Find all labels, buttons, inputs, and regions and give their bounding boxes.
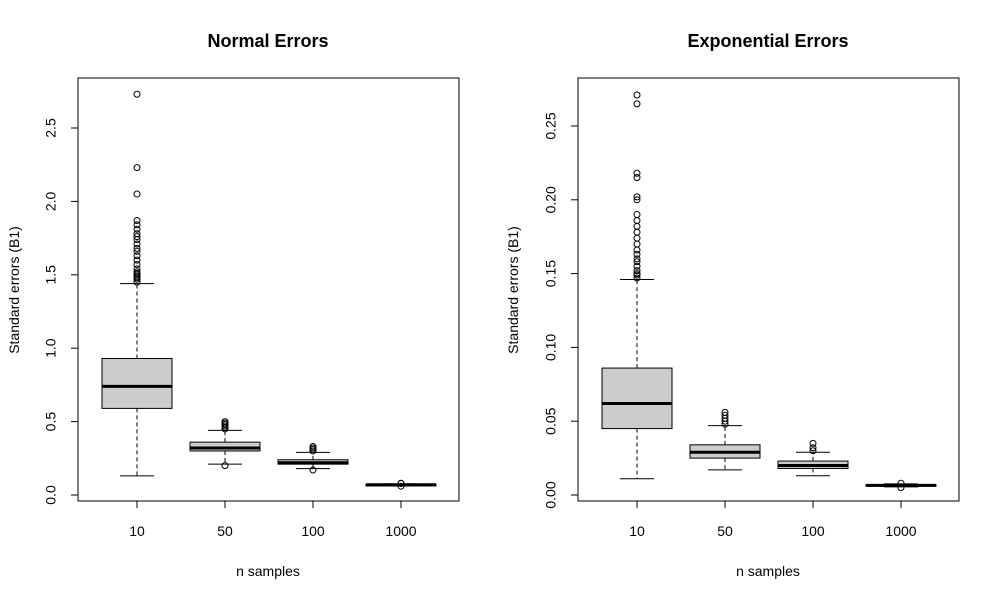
normal-errors-panel: Normal Errors n samples Standard errors …	[6, 31, 460, 579]
x-tick-label: 10	[129, 523, 145, 539]
outlier-point	[133, 244, 141, 252]
outlier-point	[221, 418, 229, 426]
outlier-point	[133, 216, 141, 224]
outlier-point	[897, 484, 905, 492]
x-tick-label: 50	[717, 523, 733, 539]
outlier-point	[133, 233, 141, 241]
outlier-point	[309, 466, 317, 474]
x-axis-label: n samples	[736, 563, 800, 579]
outlier-point	[633, 240, 641, 248]
outlier-point	[633, 100, 641, 108]
outlier-point	[633, 267, 641, 275]
outlier-point	[133, 261, 141, 269]
outlier-point	[133, 164, 141, 172]
outlier-point	[133, 247, 141, 255]
y-tick-label: 0.20	[543, 186, 559, 213]
plot-marks: 0.0 0.5 1.0 1.5 2.0 2.5 10 50 100 1000	[43, 90, 437, 539]
y-tick-label: 2.0	[43, 191, 59, 211]
outlier-point	[397, 479, 405, 487]
outlier-point	[633, 169, 641, 177]
y-axis-label: Standard errors (B1)	[505, 226, 521, 354]
box	[601, 367, 673, 430]
chart-title: Normal Errors	[207, 31, 328, 51]
x-tick-label: 100	[301, 523, 325, 539]
outlier-point	[809, 444, 817, 452]
outlier-point	[133, 240, 141, 248]
x-tick-label: 100	[801, 523, 825, 539]
plot-marks: 0.00 0.05 0.10 0.15 0.20 0.25 10 50 100 1000	[543, 91, 937, 539]
chart-title: Exponential Errors	[687, 31, 848, 51]
y-tick-label: 0.25	[543, 112, 559, 139]
outlier-point	[721, 411, 729, 419]
outlier-point	[221, 462, 229, 470]
outlier-point	[133, 252, 141, 260]
outlier-point	[633, 246, 641, 254]
x-tick-label: 1000	[885, 523, 916, 539]
outlier-point	[633, 270, 641, 278]
outlier-point	[133, 90, 141, 98]
outlier-point	[633, 196, 641, 204]
outlier-point	[133, 221, 141, 229]
exponential-errors-panel: Exponential Errors n samples Standard er…	[505, 31, 960, 579]
outlier-point	[633, 234, 641, 242]
x-tick-label: 1000	[385, 523, 416, 539]
outlier-point	[133, 256, 141, 264]
outlier-point	[133, 230, 141, 238]
outlier-point	[809, 439, 817, 447]
outlier-point	[133, 268, 141, 276]
outlier-point	[633, 262, 641, 270]
outlier-point	[897, 479, 905, 487]
outlier-point	[633, 228, 641, 236]
y-tick-label: 1.5	[43, 265, 59, 285]
y-tick-label: 1.0	[43, 338, 59, 358]
y-tick-label: 0.5	[43, 412, 59, 432]
outlier-point	[633, 174, 641, 182]
outlier-point	[633, 91, 641, 99]
x-tick-label: 50	[217, 523, 233, 539]
outlier-point	[633, 250, 641, 258]
y-tick-label: 0.15	[543, 260, 559, 287]
plot-frame	[77, 77, 460, 502]
outlier-point	[809, 447, 817, 455]
plot-frame	[577, 77, 960, 502]
y-tick-label: 0.0	[43, 485, 59, 505]
outlier-point	[633, 222, 641, 230]
outlier-point	[633, 274, 641, 282]
x-axis-label: n samples	[236, 563, 300, 579]
y-tick-label: 0.00	[543, 481, 559, 508]
outlier-point	[633, 258, 641, 266]
outlier-point	[133, 190, 141, 198]
outlier-point	[397, 482, 405, 490]
y-tick-label: 0.10	[543, 334, 559, 361]
y-tick-label: 2.5	[43, 118, 59, 138]
outlier-point	[633, 211, 641, 219]
x-tick-label: 10	[629, 523, 645, 539]
outlier-point	[133, 225, 141, 233]
y-tick-label: 0.05	[543, 407, 559, 434]
outlier-point	[721, 408, 729, 416]
outlier-point	[309, 443, 317, 451]
outlier-point	[633, 216, 641, 224]
outlier-point	[633, 193, 641, 201]
outlier-point	[133, 265, 141, 273]
y-axis-label: Standard errors (B1)	[6, 226, 22, 354]
outlier-point	[633, 255, 641, 263]
box	[101, 357, 173, 409]
